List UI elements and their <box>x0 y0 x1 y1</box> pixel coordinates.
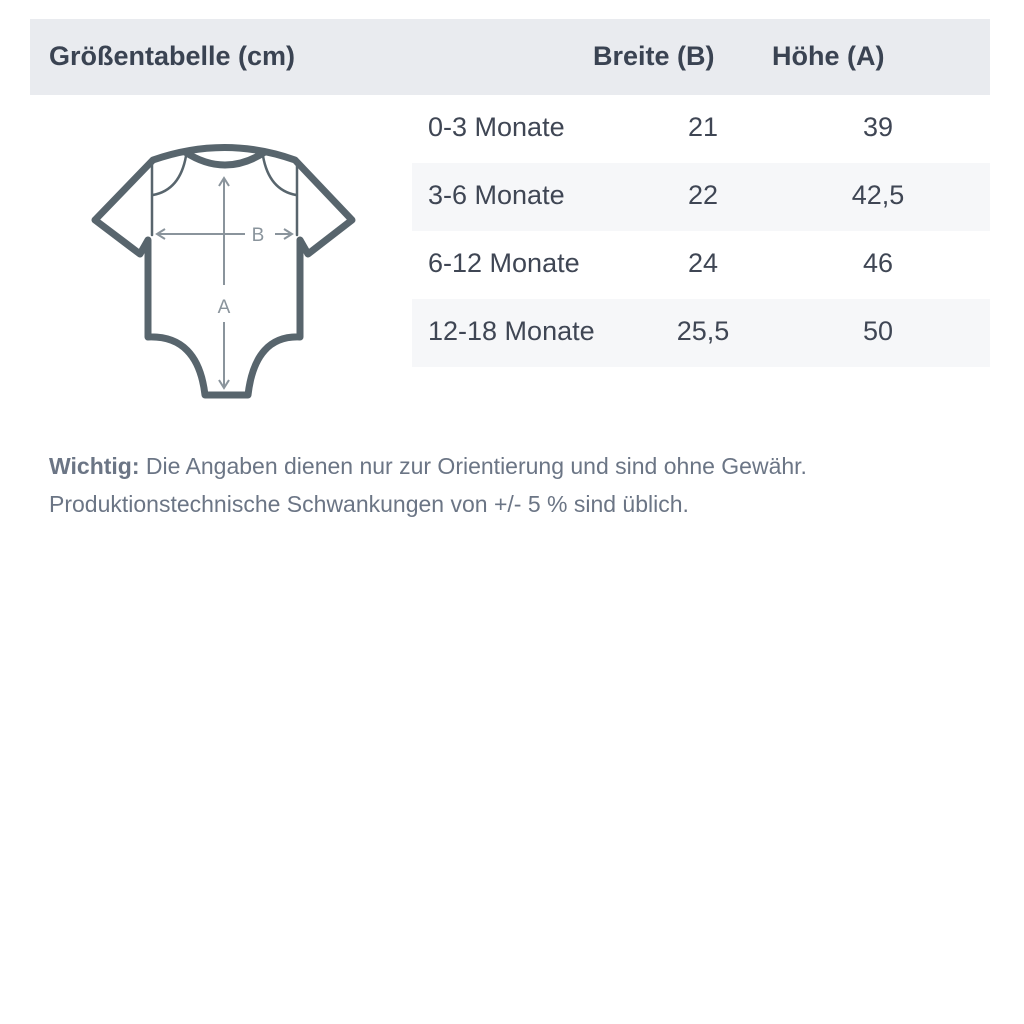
width-cell: 22 <box>687 180 719 210</box>
size-cell: 12-18 Monate <box>428 316 595 346</box>
table-row: 0-3 Monate 21 39 <box>412 95 990 163</box>
table-row: 6-12 Monate 24 46 <box>412 231 990 299</box>
size-cell: 6-12 Monate <box>428 248 580 278</box>
height-cell: 42,5 <box>851 180 905 210</box>
height-cell: 39 <box>862 112 894 142</box>
measure-arrows-icon <box>155 176 294 390</box>
width-cell: 24 <box>687 248 719 278</box>
col-header-width: Breite (B) <box>593 41 715 71</box>
width-cell: 25,5 <box>676 316 730 346</box>
size-cell: 3-6 Monate <box>428 180 565 210</box>
note-line2: Produktionstechnische Schwankungen von +… <box>49 491 689 517</box>
height-cell: 50 <box>862 316 894 346</box>
size-cell: 0-3 Monate <box>428 112 565 142</box>
label-b: B <box>252 225 265 246</box>
table-header: Größentabelle (cm) Breite (B) Höhe (A) <box>30 19 990 95</box>
note-line1: Die Angaben dienen nur zur Orientierung … <box>139 453 807 479</box>
table-row: 12-18 Monate 25,5 50 <box>412 299 990 367</box>
table-title: Größentabelle (cm) <box>49 41 296 71</box>
disclaimer-note: Wichtig: Die Angaben dienen nur zur Orie… <box>49 447 807 523</box>
bodysuit-outline-icon <box>91 144 356 399</box>
height-cell: 46 <box>862 248 894 278</box>
table-row: 3-6 Monate 22 42,5 <box>412 163 990 231</box>
width-cell: 21 <box>687 112 719 142</box>
note-label: Wichtig: <box>49 453 140 479</box>
label-a: A <box>218 297 231 318</box>
col-header-height: Höhe (A) <box>772 41 885 71</box>
baby-bodysuit-diagram: B A <box>91 144 356 399</box>
